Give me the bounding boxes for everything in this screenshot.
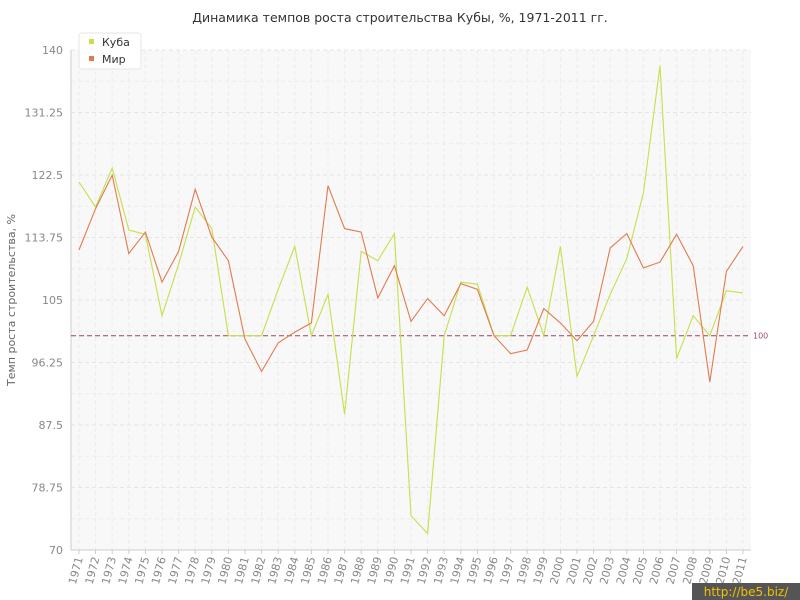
y-tick-label: 78.75 (32, 482, 64, 495)
y-axis-label: Темп роста строительства, % (5, 214, 18, 387)
legend: Куба Мир (78, 32, 142, 70)
y-tick-label: 87.5 (39, 419, 64, 432)
y-tick-label: 122.5 (32, 169, 64, 182)
legend-swatch-cuba (89, 39, 94, 44)
x-tick-labels: 1971197219731974197519761977197819791980… (66, 555, 750, 585)
y-tick-label: 96.25 (32, 357, 64, 370)
grid-lines (71, 49, 751, 551)
legend-box (78, 32, 142, 70)
reference-line-group: 100 (71, 332, 768, 341)
legend-swatch-world (89, 56, 94, 61)
y-tick-label: 105 (42, 294, 63, 307)
y-tick-label: 140 (42, 44, 63, 57)
watermark-text: http://be5.biz/ (704, 585, 789, 599)
y-tick-label: 131.25 (25, 107, 64, 120)
y-tick-label: 70 (49, 544, 63, 557)
series-line-cuba (78, 65, 744, 535)
series-group (78, 65, 744, 535)
axes (70, 50, 751, 554)
legend-label-world: Мир (102, 53, 126, 66)
watermark-bg (692, 583, 800, 600)
y-tick-label: 113.75 (25, 232, 64, 245)
reference-line-label: 100 (753, 332, 768, 341)
watermark: http://be5.biz/ (692, 583, 800, 600)
y-tick-labels: 70 78.75 87.5 96.25 105 113.75 122.5 131.25 140 (25, 44, 64, 557)
legend-label-cuba: Куба (102, 36, 130, 49)
chart-title: Динамика темпов роста строительства Кубы… (192, 10, 608, 25)
series-line-world (78, 173, 744, 383)
x-tick-label: 2011 (730, 555, 750, 585)
